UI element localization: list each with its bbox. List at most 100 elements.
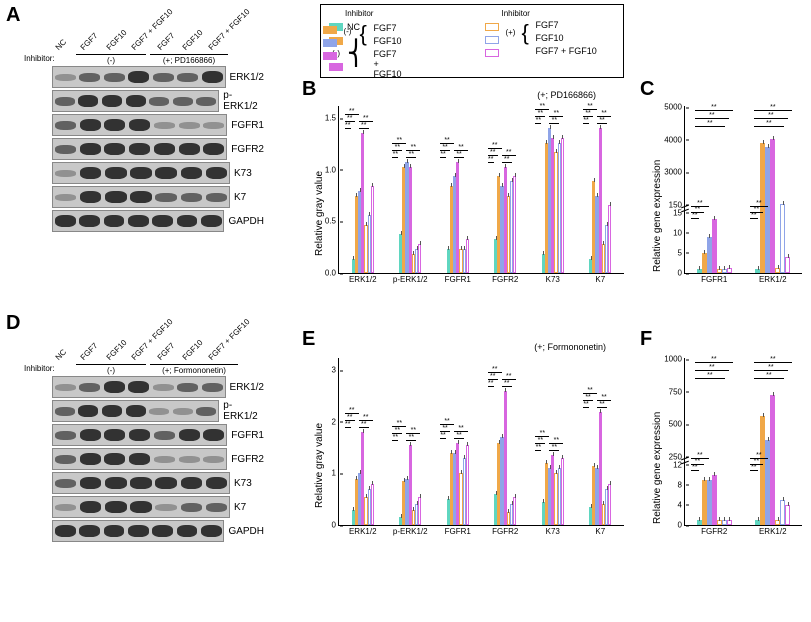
bar (466, 239, 469, 273)
band (153, 384, 174, 391)
blot-lane (53, 497, 78, 517)
band (55, 455, 76, 464)
band (179, 143, 200, 155)
blot-row: FGFR1 (24, 114, 264, 136)
panel-label-d: D (6, 312, 20, 335)
band (55, 170, 76, 177)
blot-lane (53, 139, 78, 159)
band (203, 143, 224, 155)
band (79, 383, 100, 392)
bar (608, 484, 611, 525)
group-label: FGFR2 (492, 527, 518, 536)
bar-group: FGFR1 (697, 106, 732, 273)
blot-row: K73 (24, 472, 264, 494)
panel-label-e: E (302, 328, 315, 351)
chart-c: Relative gene expression 051015150300040… (658, 96, 806, 291)
lane-label: FGF7 + FGF10 (206, 7, 251, 52)
blot-row: GAPDH (24, 520, 264, 542)
inh-plus-a: (+; PD166866) (163, 56, 215, 65)
lane-label: FGF10 (181, 338, 205, 362)
band (126, 405, 146, 417)
blot-lane (154, 163, 179, 183)
group-label: ERK1/2 (349, 275, 377, 284)
blot-row: K7 (24, 496, 264, 518)
blot-lane (128, 187, 153, 207)
panel-label-a: A (6, 4, 20, 27)
blot-lane (179, 497, 204, 517)
band (78, 405, 98, 417)
band (80, 143, 101, 155)
blot-strip (52, 376, 226, 398)
band (130, 191, 151, 203)
band (104, 215, 125, 227)
band (55, 525, 76, 537)
blot-lane (176, 377, 201, 397)
blot-lane (204, 163, 229, 183)
protein-label: FGFR2 (231, 454, 264, 465)
blot-lane (53, 425, 78, 445)
legend-brace-left: ⎨ (347, 50, 365, 57)
band (177, 383, 198, 392)
blot-lane (78, 163, 103, 183)
band (201, 525, 222, 537)
band (154, 122, 175, 129)
band (55, 384, 76, 391)
band (177, 73, 198, 82)
blot-lane (151, 377, 176, 397)
blot-lane (78, 139, 103, 159)
blot-lane (195, 91, 219, 111)
group-label: FGFR1 (701, 275, 727, 284)
bar (371, 484, 374, 525)
legend-fgf7-r: FGF7 (535, 20, 558, 30)
band (129, 429, 150, 441)
band (203, 456, 224, 463)
blot-lane (124, 401, 148, 421)
blot-lane (179, 473, 204, 493)
bar-group: FGFR1 (447, 358, 469, 525)
blot-lane (103, 115, 128, 135)
blot-strip (52, 496, 230, 518)
protein-label: ERK1/2 (230, 382, 264, 393)
blot-strip (52, 424, 227, 446)
inh-minus-a: (-) (107, 56, 115, 65)
band (149, 97, 169, 106)
blot-lane (77, 211, 101, 231)
chart-b-ylabel: Relative gray value (314, 171, 325, 256)
lane-label: FGF7 (79, 341, 100, 362)
legend-plus: (+) (505, 28, 515, 37)
blot-lane (152, 449, 177, 469)
band (181, 167, 202, 179)
blot-lane (103, 187, 128, 207)
blot-lane (127, 139, 152, 159)
band (104, 73, 125, 82)
legend-both-l: FGF7 + FGF10 (373, 49, 401, 79)
blot-lane (102, 521, 126, 541)
bar-group: K7 (589, 106, 611, 273)
band (206, 193, 227, 202)
chart-e-ylabel: Relative gray value (314, 423, 325, 508)
band (55, 121, 76, 130)
blot-lane (53, 163, 78, 183)
blot-row: p-ERK1/2 (24, 400, 264, 422)
blot-lane (127, 449, 152, 469)
blot-lane (154, 497, 179, 517)
blot-lane (152, 115, 177, 135)
band (173, 408, 193, 415)
band (55, 194, 76, 201)
band (80, 167, 101, 179)
blot-lane (124, 91, 148, 111)
blot-lane (100, 401, 124, 421)
legend-brace-l: { (359, 21, 366, 47)
inh-minus-d: (-) (107, 366, 115, 375)
blot-lane (102, 377, 127, 397)
legend-swatch-m-fgf10 (323, 39, 337, 47)
band (104, 381, 125, 393)
blot-strip (52, 186, 230, 208)
band (105, 501, 126, 513)
bar-group: ERK1/2 (352, 106, 374, 273)
blot-lane (152, 425, 177, 445)
blot-lane (128, 497, 153, 517)
chart-c-area: 051015150300040005000FGFR1ERK1/2********… (684, 106, 802, 274)
blot-strip (52, 162, 230, 184)
band (206, 503, 227, 512)
